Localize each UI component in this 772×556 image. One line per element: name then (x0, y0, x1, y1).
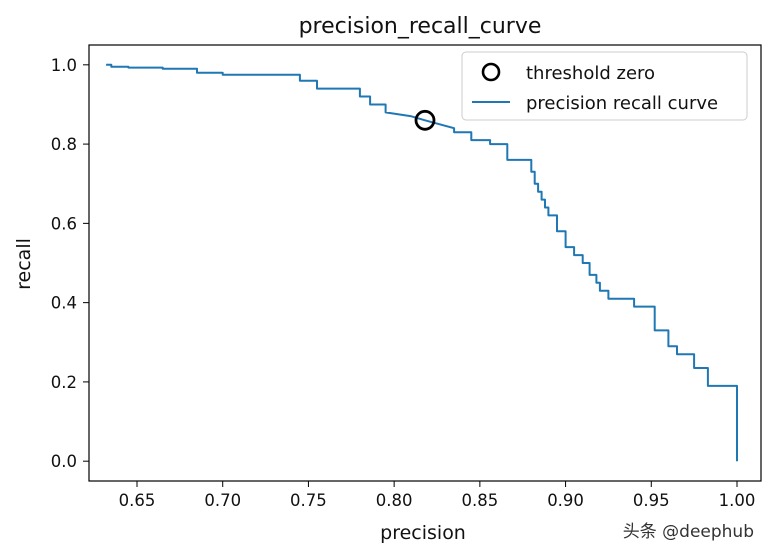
series-layer (106, 63, 738, 462)
x-axis-label: precision (380, 522, 466, 544)
x-tick-label: 1.00 (719, 491, 756, 510)
x-tick-label: 0.95 (633, 491, 670, 510)
y-tick-label: 1.0 (51, 56, 77, 75)
legend-label-threshold-zero: threshold zero (526, 63, 655, 84)
watermark: 头条 @deephub (623, 522, 754, 542)
chart-title: precision_recall_curve (299, 14, 542, 39)
y-tick-label: 0.4 (51, 294, 77, 313)
x-tick-label: 0.90 (547, 491, 584, 510)
y-axis-label: recall (13, 238, 35, 290)
x-tick-label: 0.70 (204, 491, 241, 510)
threshold-zero-marker (414, 109, 436, 131)
x-axis-ticks: 0.65 0.70 0.75 0.80 0.85 0.90 0.95 1.00 (119, 481, 756, 510)
y-tick-label: 0.2 (51, 373, 77, 392)
legend-marker-threshold-zero (481, 62, 501, 82)
legend-label-precision-recall-curve: precision recall curve (526, 93, 718, 114)
x-tick-label: 0.80 (376, 491, 413, 510)
y-tick-label: 0.8 (51, 135, 77, 154)
legend: threshold zero precision recall curve (461, 51, 748, 121)
y-axis-ticks: 0.0 0.2 0.4 0.6 0.8 1.0 (51, 56, 89, 471)
x-tick-label: 0.85 (461, 491, 498, 510)
x-tick-label: 0.65 (119, 491, 156, 510)
y-tick-label: 0.0 (51, 452, 77, 471)
y-tick-label: 0.6 (51, 214, 77, 233)
precision-recall-curve-line (106, 63, 738, 462)
x-tick-label: 0.75 (290, 491, 327, 510)
legend-box (461, 51, 748, 121)
